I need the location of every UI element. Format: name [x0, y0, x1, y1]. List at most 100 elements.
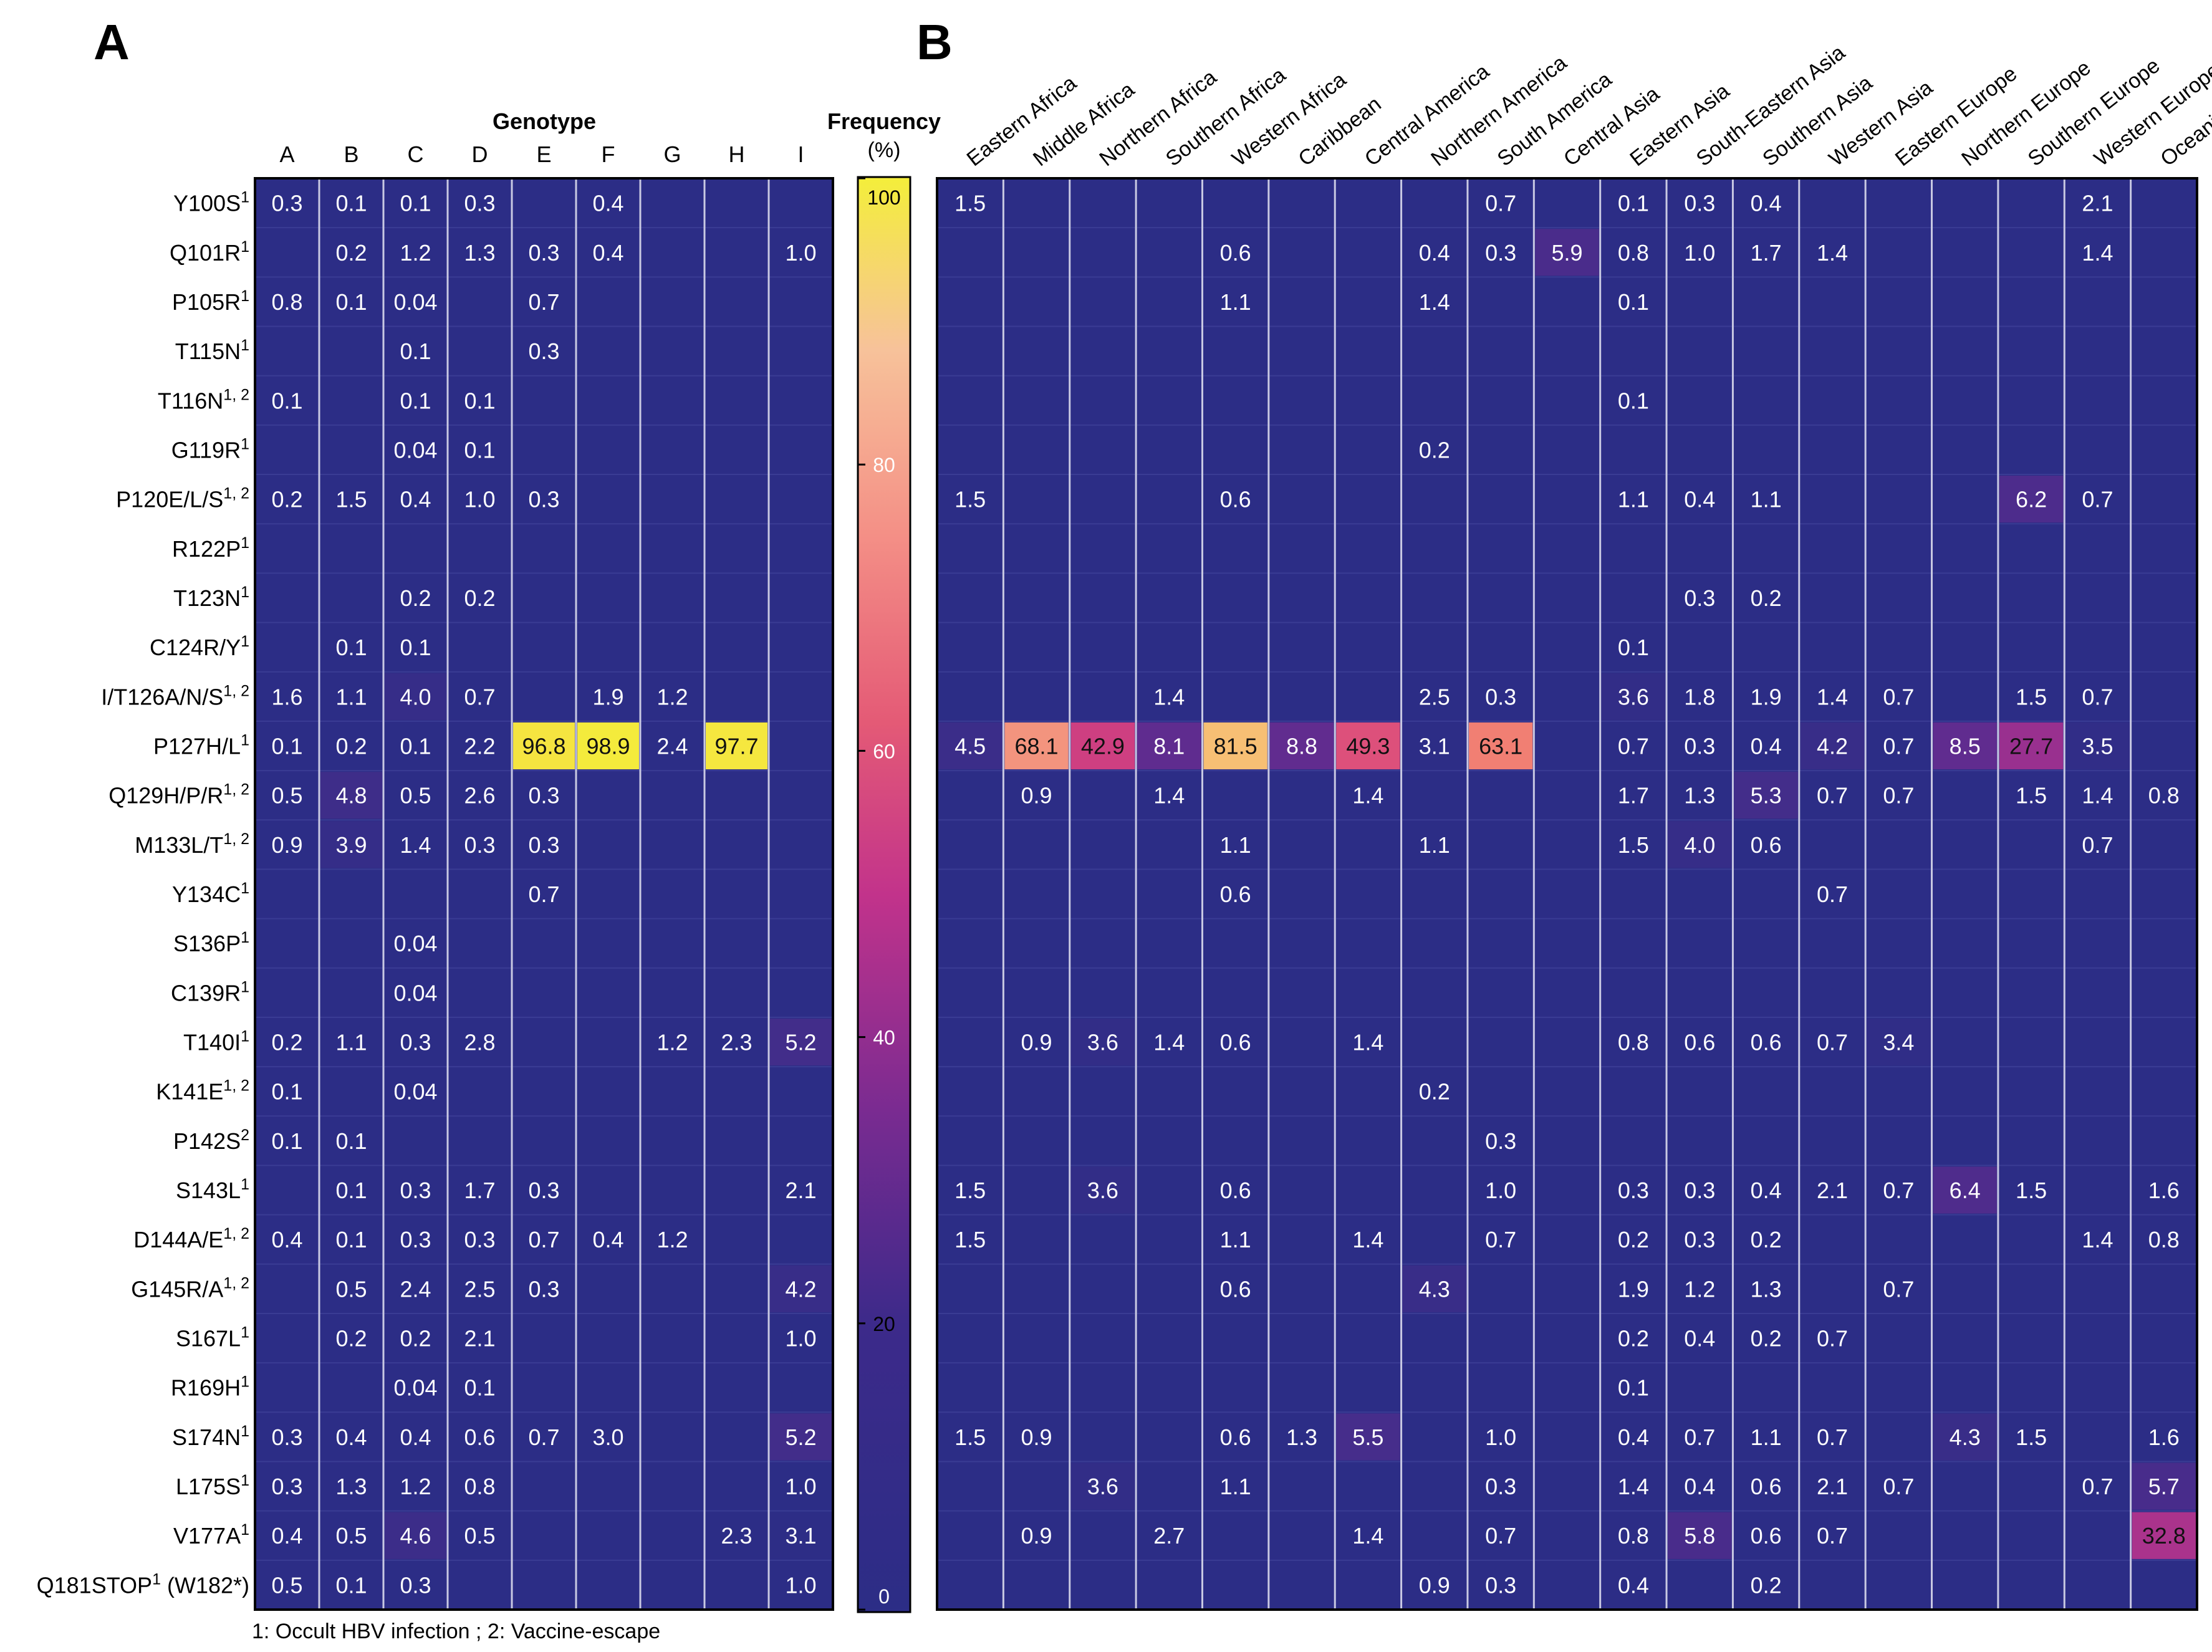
- genotype-cell: [513, 821, 575, 868]
- genotype-column-label: F: [602, 142, 615, 167]
- region-cell-label: 3.6: [1618, 684, 1649, 709]
- genotype-cell: [513, 772, 575, 819]
- genotype-cell: [256, 673, 318, 720]
- genotype-cell-label: 98.9: [586, 733, 630, 759]
- genotype-cell-label: 0.04: [393, 437, 437, 463]
- region-cell: [1734, 1413, 1798, 1461]
- region-cell-label: 0.7: [2082, 684, 2113, 709]
- region-cell-label: 0.3: [1485, 684, 1516, 709]
- genotype-cell-label: 0.3: [271, 1424, 302, 1450]
- genotype-cell: [449, 377, 511, 424]
- genotype-cell: [320, 229, 382, 276]
- region-cell: [1734, 229, 1798, 276]
- genotype-cell-label: 0.4: [592, 1227, 623, 1252]
- region-cell: [2132, 1413, 2196, 1461]
- genotype-cell-label: 5.2: [785, 1424, 816, 1450]
- region-cell-label: 8.5: [1950, 733, 1981, 759]
- region-cell: [1734, 1512, 1798, 1559]
- region-cell-label: 1.1: [1751, 487, 1782, 512]
- region-cell-label: 1.0: [1485, 1424, 1516, 1450]
- colorbar-title: Frequency: [827, 108, 941, 134]
- genotype-cell-label: 0.6: [464, 1424, 495, 1450]
- region-cell-label: 0.7: [1883, 1178, 1914, 1203]
- region-cell: [1004, 1413, 1069, 1461]
- region-cell-label: 1.6: [2148, 1424, 2180, 1450]
- region-cell: [1004, 722, 1069, 770]
- genotype-cell-label: 0.2: [335, 1326, 367, 1352]
- mutation-label: C139R1: [171, 978, 249, 1006]
- region-cell-label: 0.4: [1751, 1178, 1782, 1203]
- region-cell-label: 8.1: [1153, 733, 1185, 759]
- genotype-cell-label: 0.5: [464, 1523, 495, 1549]
- region-cell-label: 1.0: [1684, 240, 1715, 266]
- region-cell-label: 0.6: [1220, 1276, 1251, 1302]
- region-cell: [1933, 1413, 1997, 1461]
- colorbar-tick-label: 40: [873, 1027, 895, 1049]
- mutation-label: D144A/E1, 2: [133, 1225, 249, 1252]
- region-cell: [1203, 1166, 1267, 1214]
- region-cell-label: 4.2: [1817, 733, 1848, 759]
- region-cell: [1070, 1462, 1135, 1510]
- region-cell: [1402, 821, 1466, 868]
- genotype-cell: [320, 278, 382, 325]
- genotype-cell-label: 1.2: [400, 1474, 431, 1499]
- genotype-cell: [642, 1018, 703, 1066]
- mutation-label: Q101R1: [170, 238, 249, 266]
- genotype-cell-label: 0.3: [271, 191, 302, 216]
- region-cell: [1933, 1166, 1997, 1214]
- region-cell-label: 0.2: [1751, 1572, 1782, 1598]
- region-cell: [1999, 1166, 2064, 1214]
- region-cell: [1601, 772, 1666, 819]
- genotype-cell-label: 0.1: [400, 388, 431, 413]
- genotype-cell-label: 2.5: [464, 1276, 495, 1302]
- region-cell-label: 0.7: [1817, 1424, 1848, 1450]
- region-cell: [1203, 821, 1267, 868]
- genotype-cell: [770, 1166, 832, 1214]
- region-cell: [1137, 722, 1201, 770]
- genotype-cell-label: 4.0: [400, 684, 431, 709]
- genotype-column-label: G: [663, 142, 681, 167]
- genotype-cell: [513, 870, 575, 918]
- region-cell-label: 1.5: [1618, 832, 1649, 858]
- region-cell: [1336, 1216, 1400, 1263]
- genotype-cell-label: 0.2: [335, 240, 367, 266]
- region-cell: [1867, 1265, 1931, 1312]
- genotype-cell: [449, 772, 511, 819]
- region-cell-label: 1.5: [2016, 1424, 2047, 1450]
- region-cell: [1402, 1068, 1466, 1115]
- footnote: 1: Occult HBV infection ; 2: Vaccine-esc…: [252, 1620, 660, 1643]
- region-cell: [1999, 1413, 2064, 1461]
- mutation-label: Y134C1: [172, 880, 249, 907]
- genotype-cell: [642, 722, 703, 770]
- region-cell-label: 1.5: [2016, 783, 2047, 809]
- mutation-label: T140I1: [183, 1028, 249, 1055]
- region-cell-label: 0.2: [1751, 1227, 1782, 1252]
- region-cell-label: 32.8: [2142, 1523, 2186, 1549]
- region-cell: [1601, 377, 1666, 424]
- region-cell-label: 0.3: [1684, 191, 1715, 216]
- region-cell: [1601, 623, 1666, 671]
- region-cell-label: 1.7: [1618, 783, 1649, 809]
- mutation-labels: Y100S1 Q101R1 P105R1 T115N1 T116N1, 2 G119R1 P…: [37, 189, 249, 1598]
- genotype-cell-label: 0.8: [464, 1474, 495, 1499]
- genotype-cell-label: 0.1: [400, 191, 431, 216]
- mutation-label: V177A1: [173, 1521, 249, 1549]
- region-cell: [1402, 1561, 1466, 1608]
- genotype-cell: [256, 1068, 318, 1115]
- genotype-cell-label: 0.1: [335, 289, 367, 315]
- region-cell-label: 0.7: [1883, 783, 1914, 809]
- genotype-column-label: E: [536, 142, 551, 167]
- region-cell-label: 0.4: [1684, 1326, 1715, 1352]
- genotype-cell-label: 1.3: [464, 240, 495, 266]
- region-cell: [938, 1413, 1003, 1461]
- region-cell-label: 5.5: [1352, 1424, 1383, 1450]
- genotype-cell: [385, 1462, 446, 1510]
- genotype-cell: [385, 229, 446, 276]
- genotype-cell: [385, 821, 446, 868]
- region-column-label: Eastern Europe: [1891, 62, 2022, 171]
- genotype-cell-label: 3.1: [785, 1523, 816, 1549]
- genotype-column-label: I: [797, 142, 804, 167]
- genotype-column-label: B: [344, 142, 358, 167]
- genotype-cell-label: 0.7: [528, 881, 559, 907]
- region-cell-label: 1.4: [2082, 240, 2113, 266]
